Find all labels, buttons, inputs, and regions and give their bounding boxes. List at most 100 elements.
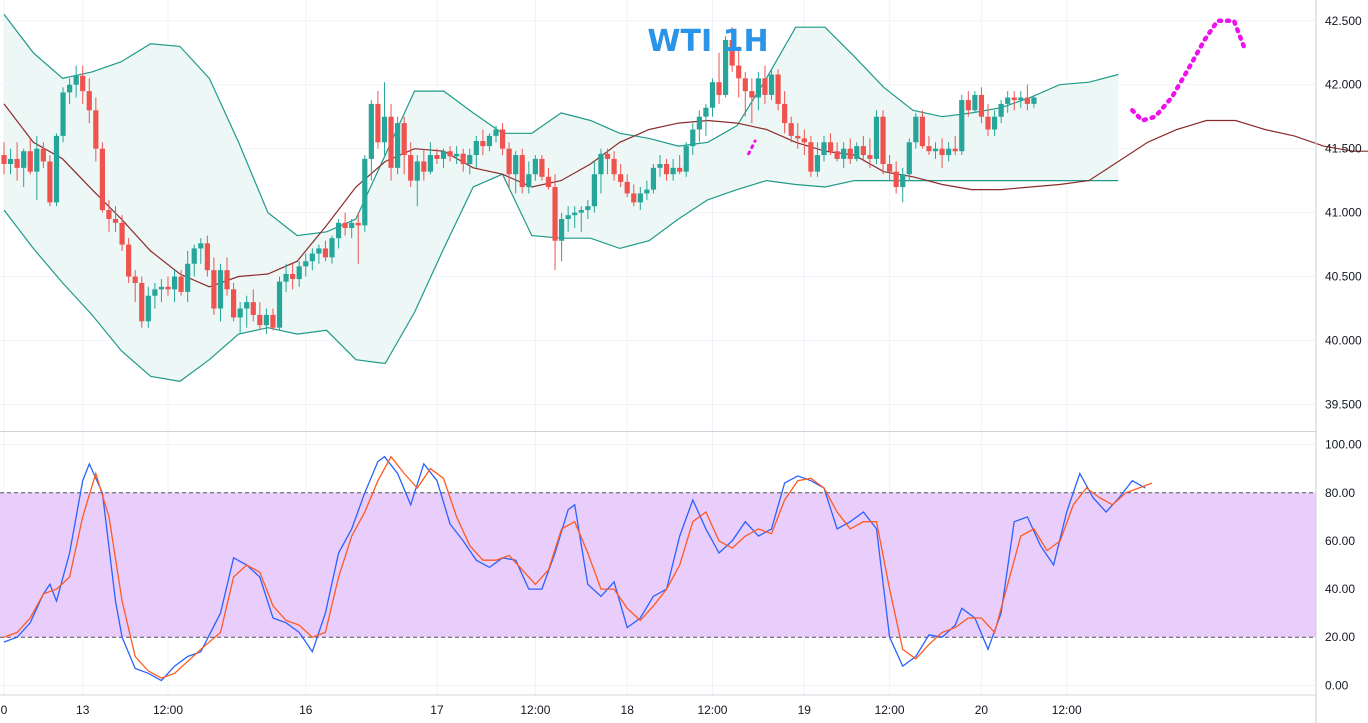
candle	[86, 78, 92, 124]
candle	[303, 253, 309, 277]
candle-body	[952, 148, 958, 152]
candle-body	[139, 282, 145, 322]
candle-body	[165, 286, 171, 290]
candle-body	[381, 116, 388, 143]
candle	[231, 282, 237, 322]
candle	[21, 148, 27, 188]
candle	[290, 263, 296, 290]
candle	[276, 276, 283, 331]
candle	[191, 244, 197, 277]
candle	[119, 215, 125, 251]
candle-body	[126, 244, 132, 277]
candle	[650, 164, 657, 194]
candle	[736, 46, 742, 98]
candle-body	[296, 266, 302, 280]
candle	[873, 110, 880, 165]
candle	[821, 135, 827, 162]
time-tick-label: 12:00	[697, 703, 727, 717]
candle	[368, 100, 374, 181]
candle-body	[1005, 97, 1011, 104]
candle	[965, 91, 971, 117]
candle	[388, 103, 394, 181]
candle-body	[782, 103, 788, 124]
candle-body	[106, 210, 112, 219]
candle	[926, 135, 932, 156]
candle-body	[814, 155, 821, 172]
candle-body	[683, 146, 689, 172]
time-tick-label: 17	[430, 703, 444, 717]
candle	[847, 138, 853, 165]
candle-body	[663, 164, 670, 175]
candle-body	[460, 153, 466, 165]
candle-body	[696, 116, 702, 130]
candle-body	[880, 116, 886, 165]
candle	[801, 129, 807, 156]
candle	[860, 135, 866, 162]
candle	[768, 69, 775, 101]
candle	[887, 155, 893, 181]
candle	[795, 123, 801, 149]
candle	[946, 142, 952, 162]
candle	[421, 148, 427, 181]
candle	[204, 235, 210, 277]
candle-body	[375, 103, 381, 143]
candle	[408, 142, 414, 188]
candle	[742, 71, 748, 117]
candle-body	[34, 148, 40, 172]
stoch-tick-label: 40.00	[1325, 582, 1355, 596]
candle-body	[191, 248, 197, 264]
candle-body	[86, 91, 92, 111]
price-tick-label: 40.000	[1325, 333, 1362, 347]
candle	[47, 155, 53, 207]
candle-body	[736, 65, 742, 79]
candle-body	[185, 263, 191, 292]
time-tick-label: 12:00	[520, 703, 550, 717]
candle-body	[152, 289, 158, 296]
candle-body	[171, 276, 178, 290]
candle	[185, 250, 191, 303]
candle-body	[21, 151, 27, 168]
candle	[631, 184, 637, 207]
candle-body	[1018, 97, 1024, 101]
candle-body	[7, 158, 14, 165]
candle	[473, 135, 479, 168]
candle-body	[467, 155, 473, 165]
candle-body	[998, 103, 1004, 117]
candle	[112, 206, 119, 232]
candle	[375, 91, 381, 149]
candle	[683, 142, 689, 177]
candle	[854, 142, 860, 162]
candle	[532, 155, 538, 181]
candle	[611, 151, 617, 181]
time-tick-label: 19	[798, 703, 812, 717]
candle	[171, 270, 178, 303]
candle	[755, 71, 761, 111]
candle	[106, 199, 112, 232]
candle-body	[250, 302, 256, 315]
candle	[329, 235, 335, 264]
candle	[591, 161, 597, 213]
candle-body	[112, 219, 119, 223]
candle	[657, 155, 663, 177]
stoch-tick-label: 100.00	[1325, 438, 1362, 452]
candle-body	[559, 219, 565, 241]
candle-body	[99, 148, 105, 211]
candle	[309, 248, 315, 271]
candle-body	[198, 243, 204, 249]
candle-body	[158, 286, 165, 290]
candle-body	[493, 129, 499, 136]
stoch-tick-label: 20.00	[1325, 630, 1355, 644]
price-projection	[747, 18, 1247, 156]
candle-body	[854, 146, 860, 159]
candle	[40, 142, 46, 168]
candle	[952, 135, 958, 156]
candle-body	[27, 151, 33, 172]
candle-body	[821, 142, 827, 156]
candle-body	[1024, 97, 1030, 104]
candle	[342, 212, 348, 236]
candle	[395, 116, 401, 175]
candle-body	[335, 222, 342, 239]
candle	[440, 148, 447, 168]
candle-body	[263, 314, 269, 326]
